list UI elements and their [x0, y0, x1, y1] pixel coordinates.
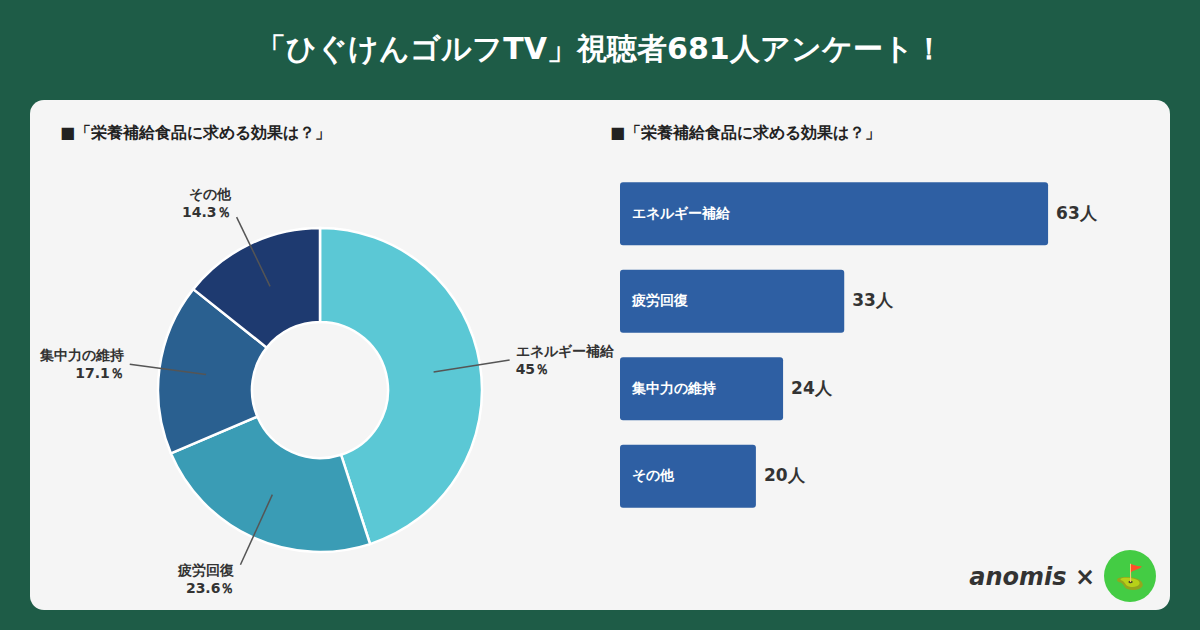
- category-label: エネルギー補給: [632, 205, 731, 221]
- value-label: 63人: [1056, 203, 1098, 223]
- background: [0, 0, 1200, 630]
- pie-chart: ■「栄養補給食品に求める効果は？」エネルギー補給 45％ 疲労回復 23.6％ 集中力の…: [39, 123, 615, 596]
- category-label: 集中力の維持: [631, 380, 716, 396]
- leader-line: [237, 217, 270, 286]
- slice-value: 17.1％: [75, 365, 124, 381]
- value-label: 33人: [852, 290, 894, 310]
- slice-label: 疲労回復: [177, 562, 234, 578]
- annotation: anomis ×: [969, 563, 1095, 591]
- category-label: その他: [632, 467, 675, 483]
- category-label: 疲労回復: [631, 292, 688, 308]
- value-label: 24人: [791, 378, 833, 398]
- slice-value: 14.3％: [182, 204, 231, 220]
- slice-label: その他: [189, 186, 232, 202]
- bar-chart: ■「栄養補給食品に求める効果は？」エネルギー補給 63人疲労回復 33人集中力の維持…: [610, 123, 1156, 602]
- slice-value: 45％: [516, 361, 549, 377]
- slice-value: 23.6％: [186, 580, 235, 596]
- subtitle: ■「栄養補給食品に求める効果は？」: [60, 123, 331, 142]
- leader-line: [240, 495, 272, 565]
- title: 「ひぐけんゴルフTV」視聴者681人アンケート！: [256, 31, 943, 66]
- bar: [620, 357, 783, 420]
- slice-label: エネルギー補給: [516, 343, 615, 359]
- annotation: ⛳: [1115, 563, 1145, 591]
- logo-circle: [1104, 550, 1156, 602]
- bar-labels: エネルギー補給 63人疲労回復 33人集中力の維持 24人その他 20人: [631, 203, 1098, 486]
- subtitle: ■「栄養補給食品に求める効果は？」: [610, 123, 881, 142]
- slice-label: 集中力の維持: [39, 347, 124, 363]
- pie-slice: [193, 228, 320, 348]
- card: [30, 100, 1170, 610]
- bar-marks: [620, 182, 1048, 508]
- value-label: 20人: [764, 465, 806, 485]
- chart-root: 「ひぐけんゴルフTV」視聴者681人アンケート！ ■「栄養補給食品に求める効果は？…: [0, 0, 1200, 630]
- bar: [620, 445, 756, 508]
- bar: [620, 270, 844, 333]
- bar: [620, 182, 1048, 245]
- leader-line: [130, 364, 206, 374]
- leader-line: [434, 360, 510, 372]
